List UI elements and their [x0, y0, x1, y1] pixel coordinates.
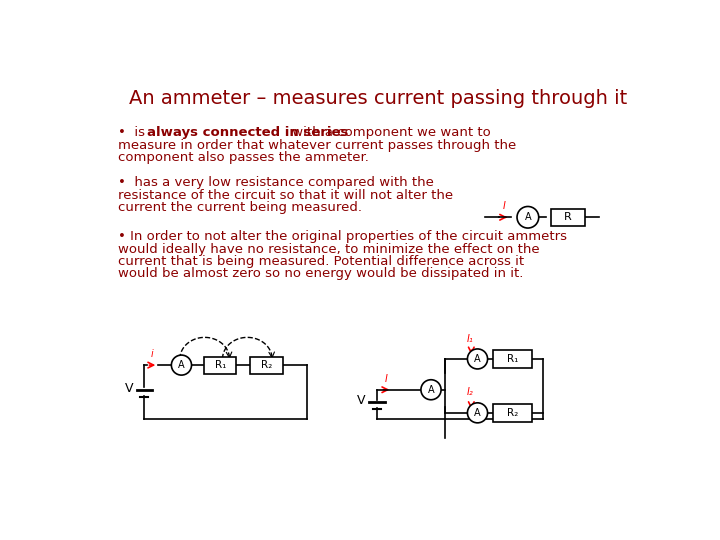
Text: V: V	[357, 394, 366, 407]
Text: An ammeter – measures current passing through it: An ammeter – measures current passing th…	[129, 90, 627, 109]
Circle shape	[421, 380, 441, 400]
Bar	[204, 356, 236, 374]
Text: I₁: I₁	[467, 334, 473, 343]
Text: A: A	[474, 354, 481, 364]
Text: • In order to not alter the original properties of the circuit ammetrs: • In order to not alter the original pro…	[118, 231, 567, 244]
Circle shape	[517, 206, 539, 228]
Circle shape	[171, 355, 192, 375]
Text: R: R	[564, 212, 572, 222]
Text: i: i	[151, 349, 154, 359]
Text: current the current being measured.: current the current being measured.	[118, 201, 362, 214]
Text: A: A	[428, 384, 434, 395]
Text: would ideally have no resistance, to minimize the effect on the: would ideally have no resistance, to min…	[118, 242, 539, 255]
Text: I₂: I₂	[467, 387, 473, 397]
Text: I: I	[503, 201, 506, 211]
Text: component also passes the ammeter.: component also passes the ammeter.	[118, 151, 369, 164]
Text: R₂: R₂	[507, 408, 518, 418]
Text: •  is: • is	[118, 126, 149, 139]
Bar	[493, 403, 532, 422]
Text: A: A	[525, 212, 531, 222]
Text: A: A	[474, 408, 481, 418]
Text: A: A	[178, 360, 185, 370]
Text: always connected in series: always connected in series	[148, 126, 348, 139]
Circle shape	[467, 349, 487, 369]
Text: with a component we want to: with a component we want to	[289, 126, 491, 139]
Text: •  has a very low resistance compared with the: • has a very low resistance compared wit…	[118, 177, 433, 190]
Text: R₁: R₁	[507, 354, 518, 364]
Circle shape	[467, 403, 487, 423]
Bar	[493, 350, 532, 368]
Bar	[551, 209, 585, 226]
Text: current that is being measured. Potential difference across it: current that is being measured. Potentia…	[118, 255, 524, 268]
Text: I: I	[384, 374, 387, 383]
Text: R₁: R₁	[215, 360, 226, 370]
Text: resistance of the circuit so that it will not alter the: resistance of the circuit so that it wil…	[118, 189, 453, 202]
Bar	[251, 356, 283, 374]
Text: would be almost zero so no energy would be dissipated in it.: would be almost zero so no energy would …	[118, 267, 523, 280]
Text: R₂: R₂	[261, 360, 272, 370]
Text: V: V	[125, 382, 133, 395]
Text: measure in order that whatever current passes through the: measure in order that whatever current p…	[118, 139, 516, 152]
